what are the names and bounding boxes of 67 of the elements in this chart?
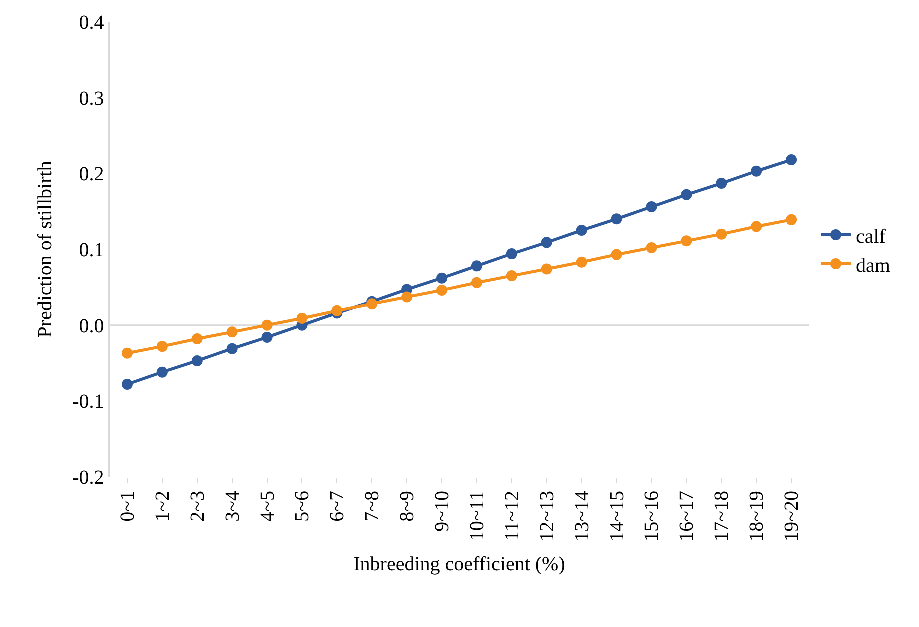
- x-axis-title: Inbreeding coefficient (%): [354, 553, 566, 576]
- x-tick-label: 0~1: [116, 491, 139, 522]
- y-tick-label: -0.2: [72, 467, 104, 489]
- x-tick-label: 18~19: [746, 491, 768, 542]
- y-tick-label: 0.2: [79, 164, 104, 186]
- point: [716, 228, 728, 240]
- x-tick-label: 4~5: [256, 491, 279, 522]
- point: [716, 178, 728, 190]
- y-axis-title: Prediction of stillbirth: [34, 161, 57, 338]
- point: [122, 378, 133, 390]
- x-tick-label: 11~12: [501, 491, 524, 542]
- point: [366, 298, 378, 310]
- point: [541, 237, 552, 248]
- point: [611, 214, 622, 225]
- point: [786, 154, 798, 166]
- x-tick-label: 12~13: [536, 491, 558, 542]
- point: [262, 320, 273, 331]
- legend-label: calf: [856, 226, 886, 248]
- point: [402, 292, 413, 303]
- x-tick-label: 2~3: [186, 491, 209, 522]
- y-tick-label: 0.0: [79, 315, 104, 338]
- point: [646, 202, 658, 213]
- point: [576, 225, 588, 236]
- point: [681, 189, 692, 200]
- x-tick-label: 10~11: [466, 491, 488, 542]
- point: [471, 277, 482, 288]
- point: [192, 333, 203, 344]
- x-tick-label: 3~4: [222, 491, 244, 522]
- y-tick-label: 0.1: [79, 240, 104, 262]
- y-tick-label: 0.3: [79, 88, 104, 110]
- x-tick-label: 9~10: [432, 491, 454, 532]
- x-tick-label: 13~14: [571, 491, 594, 542]
- point: [646, 242, 658, 254]
- point: [681, 236, 692, 247]
- point: [506, 270, 518, 282]
- x-tick-label: 17~18: [711, 491, 734, 542]
- point: [611, 249, 622, 260]
- x-tick-label: 7~8: [362, 491, 384, 522]
- point: [576, 256, 588, 268]
- point: [226, 326, 238, 338]
- x-tick-label: 16~17: [676, 491, 698, 542]
- point: [751, 221, 762, 232]
- point: [122, 348, 133, 359]
- x-tick-label: 19~20: [781, 491, 804, 542]
- point: [226, 343, 238, 354]
- point: [751, 166, 762, 177]
- legend-label: dam: [856, 254, 891, 277]
- x-tick-label: 1~2: [152, 491, 174, 522]
- point: [156, 341, 168, 352]
- x-tick-label: 5~6: [292, 491, 314, 522]
- x-tick-label: 14~15: [606, 491, 628, 542]
- point: [436, 272, 448, 284]
- point: [436, 284, 448, 296]
- point: [156, 366, 168, 378]
- y-tick-label: 0.4: [79, 12, 104, 34]
- x-tick-label: 6~7: [326, 491, 349, 522]
- point: [296, 313, 308, 324]
- point: [192, 355, 203, 366]
- point: [332, 305, 343, 316]
- y-tick-label: -0.1: [72, 391, 104, 414]
- x-tick-label: 8~9: [396, 491, 419, 522]
- point: [471, 260, 482, 272]
- point: [541, 264, 552, 275]
- point: [262, 332, 273, 343]
- x-tick-label: 15~16: [641, 491, 664, 542]
- point: [786, 214, 798, 226]
- point: [506, 248, 518, 260]
